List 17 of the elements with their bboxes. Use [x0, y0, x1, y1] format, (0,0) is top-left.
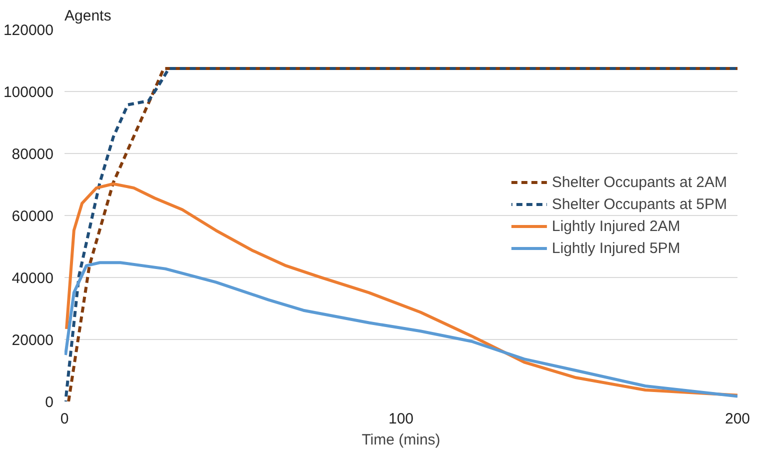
line-series — [64, 261, 738, 398]
x-tick-label: 200 — [724, 410, 750, 428]
y-tick-label: 40000 — [12, 270, 54, 287]
legend-label: Lightly Injured 5PM — [552, 240, 680, 256]
legend-label: Shelter Occupants at 2AM — [552, 174, 727, 190]
y-tick-label: 120000 — [3, 22, 54, 39]
x-tick-label: 0 — [60, 410, 69, 428]
y-tick-label: 0 — [45, 394, 54, 411]
legend-label: Lightly Injured 2AM — [552, 218, 680, 234]
y-tick-label: 80000 — [12, 146, 54, 163]
y-axis-title: Agents — [64, 8, 112, 24]
x-axis-title: Time (mins) — [362, 432, 440, 448]
legend-label: Shelter Occupants at 5PM — [552, 196, 727, 212]
x-tick-label: 100 — [388, 410, 414, 428]
y-tick-label: 60000 — [12, 208, 54, 225]
y-tick-label: 100000 — [3, 84, 54, 101]
y-tick-label: 20000 — [12, 332, 54, 349]
